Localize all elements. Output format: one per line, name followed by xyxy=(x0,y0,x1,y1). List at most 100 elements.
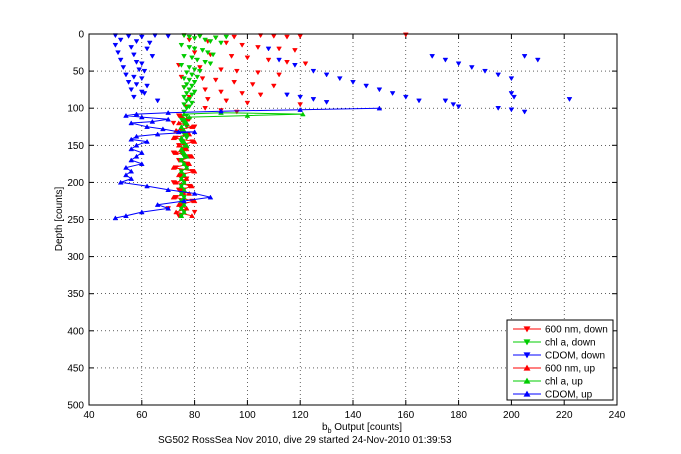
x-tick-label: 240 xyxy=(609,410,626,421)
data-point xyxy=(191,129,198,135)
data-point xyxy=(212,77,219,83)
y-tick-label: 450 xyxy=(67,363,84,374)
data-point xyxy=(175,129,182,135)
data-point xyxy=(191,67,198,73)
data-point xyxy=(165,205,172,211)
data-point xyxy=(112,215,119,221)
legend-entry: CDOM, down xyxy=(545,351,605,362)
data-point xyxy=(189,213,195,218)
data-point xyxy=(482,68,488,74)
x-tick-label: 160 xyxy=(397,410,414,421)
data-point xyxy=(508,107,515,113)
data-point xyxy=(144,138,150,144)
data-point xyxy=(138,76,145,82)
y-tick-label: 200 xyxy=(67,178,84,189)
data-point xyxy=(133,142,140,148)
data-point xyxy=(173,179,179,185)
x-tick-label: 120 xyxy=(292,410,309,421)
data-point xyxy=(181,76,187,82)
data-point xyxy=(376,105,383,111)
data-point xyxy=(442,57,449,63)
data-point xyxy=(455,61,462,67)
data-point xyxy=(292,62,298,68)
data-point xyxy=(178,62,185,68)
data-point xyxy=(181,172,187,178)
data-point xyxy=(178,190,185,196)
data-point xyxy=(191,190,198,196)
data-point xyxy=(450,102,457,108)
data-point xyxy=(178,157,185,163)
data-point xyxy=(128,168,135,174)
data-point xyxy=(323,100,330,105)
data-point xyxy=(136,67,142,73)
data-point xyxy=(197,68,203,74)
data-point xyxy=(175,172,182,178)
data-point xyxy=(123,72,129,78)
data-point xyxy=(183,91,190,97)
data-point xyxy=(265,46,272,52)
data-point xyxy=(495,72,502,78)
data-point xyxy=(181,209,187,215)
data-point xyxy=(183,82,190,88)
data-point xyxy=(231,34,238,40)
data-point xyxy=(173,150,179,155)
data-point xyxy=(257,92,264,98)
x-tick-label: 80 xyxy=(189,410,201,421)
data-point xyxy=(521,54,528,59)
data-point xyxy=(204,97,211,102)
data-point xyxy=(123,172,129,178)
data-point xyxy=(508,76,515,82)
x-tick-label: 180 xyxy=(450,410,467,421)
data-point xyxy=(183,98,190,104)
data-point xyxy=(178,124,185,129)
data-point xyxy=(566,97,573,102)
data-point xyxy=(183,205,190,211)
data-point xyxy=(133,82,140,88)
y-tick-label: 250 xyxy=(67,215,84,226)
data-point xyxy=(186,65,193,71)
data-point xyxy=(300,111,306,117)
legend-swatch-marker xyxy=(523,377,531,384)
data-point xyxy=(149,118,156,124)
data-point xyxy=(189,92,195,98)
data-point xyxy=(117,57,124,63)
data-point xyxy=(194,57,201,63)
data-point xyxy=(199,48,206,53)
data-point xyxy=(191,138,198,144)
data-point xyxy=(292,48,298,53)
data-point xyxy=(189,72,195,78)
data-point xyxy=(191,89,198,95)
data-point xyxy=(310,97,317,102)
legend-swatch-marker xyxy=(523,339,531,346)
data-point xyxy=(244,112,251,118)
data-point xyxy=(149,54,156,59)
data-point xyxy=(511,94,517,100)
data-point xyxy=(170,164,177,170)
data-point xyxy=(276,72,282,78)
data-point xyxy=(244,55,251,61)
series-2 xyxy=(112,33,573,115)
data-point xyxy=(239,91,245,97)
data-point xyxy=(178,176,185,181)
data-point xyxy=(455,104,462,110)
data-point xyxy=(131,52,137,58)
legend-swatch-marker xyxy=(523,326,531,333)
data-point xyxy=(228,54,235,59)
data-point xyxy=(112,42,119,48)
data-point xyxy=(128,87,135,93)
data-point xyxy=(183,142,190,148)
data-point xyxy=(186,34,193,40)
plot-frame xyxy=(88,33,618,406)
data-point xyxy=(133,133,140,139)
data-point xyxy=(297,94,304,100)
data-point xyxy=(138,209,145,215)
data-point xyxy=(186,114,193,120)
data-point xyxy=(508,91,515,97)
data-point xyxy=(442,98,449,104)
data-point xyxy=(376,87,383,93)
data-point xyxy=(202,106,208,111)
data-point xyxy=(128,120,135,126)
data-point xyxy=(284,60,290,65)
data-point xyxy=(218,40,224,46)
data-point xyxy=(133,111,140,117)
